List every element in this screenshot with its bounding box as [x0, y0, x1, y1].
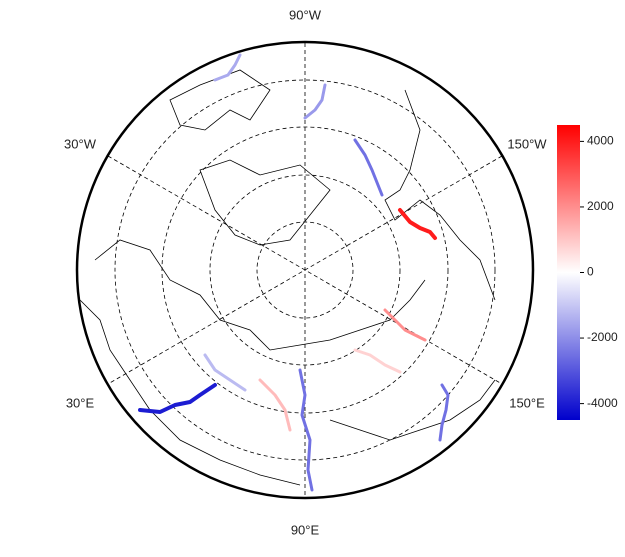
- colorbar-tick-label: 0: [587, 265, 594, 279]
- river: [398, 208, 437, 240]
- river: [298, 368, 314, 492]
- meridian-label: 150°W: [507, 136, 547, 151]
- river: [138, 383, 217, 414]
- river: [203, 353, 247, 392]
- meridian-label: 30°W: [64, 136, 97, 151]
- river: [353, 138, 384, 197]
- meridian-label: 150°E: [509, 395, 545, 410]
- map-boundary: [75, 40, 535, 500]
- river: [383, 308, 427, 342]
- river: [438, 383, 450, 442]
- meridian-label: 90°W: [289, 7, 322, 22]
- colorbar-tick-label: -4000: [587, 396, 618, 410]
- rivers: [138, 53, 450, 492]
- coastlines: [79, 69, 496, 486]
- colorbar-tick-label: 4000: [587, 134, 614, 148]
- colorbar-tick-label: 2000: [587, 199, 614, 213]
- meridian-label: 30°E: [66, 395, 95, 410]
- colorbar: [557, 125, 580, 420]
- river: [303, 83, 327, 120]
- meridian-label: 90°E: [291, 522, 320, 537]
- river: [353, 348, 402, 374]
- river: [213, 53, 242, 82]
- river: [258, 378, 292, 432]
- colorbar-tick-label: -2000: [587, 330, 618, 344]
